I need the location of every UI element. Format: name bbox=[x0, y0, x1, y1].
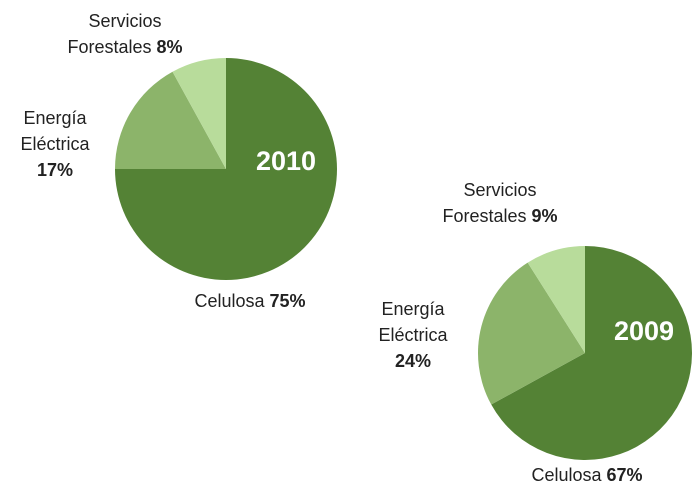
category-label: Servicios Forestales bbox=[442, 180, 537, 226]
category-label: Servicios Forestales bbox=[67, 11, 162, 57]
slice-label: Servicios Forestales 8% bbox=[65, 8, 185, 60]
pie-slice bbox=[478, 262, 585, 405]
category-label: Energía Eléctrica bbox=[20, 108, 90, 154]
pie-slice bbox=[491, 246, 692, 460]
value-label: 24% bbox=[394, 351, 432, 371]
category-label: Celulosa bbox=[531, 465, 602, 485]
slice-label: Celulosa 75% bbox=[150, 288, 350, 314]
value-label: 8% bbox=[156, 37, 183, 57]
pie-title: 2009 bbox=[614, 316, 674, 346]
pie-slice bbox=[172, 58, 226, 169]
slice-label: Celulosa 67% bbox=[487, 462, 687, 488]
slice-label: Energía Eléctrica 17% bbox=[5, 105, 105, 183]
pie-title: 2010 bbox=[256, 146, 316, 176]
category-label: Celulosa bbox=[194, 291, 265, 311]
slice-label: Energía Eléctrica 24% bbox=[363, 296, 463, 374]
pie-slice bbox=[115, 71, 226, 169]
slice-label: Servicios Forestales 9% bbox=[430, 177, 570, 229]
value-label: 17% bbox=[36, 160, 74, 180]
pie-slice bbox=[527, 246, 585, 353]
value-label: 9% bbox=[531, 206, 558, 226]
value-label: 67% bbox=[606, 465, 643, 485]
category-label: Energía Eléctrica bbox=[378, 299, 448, 345]
value-label: 75% bbox=[269, 291, 306, 311]
